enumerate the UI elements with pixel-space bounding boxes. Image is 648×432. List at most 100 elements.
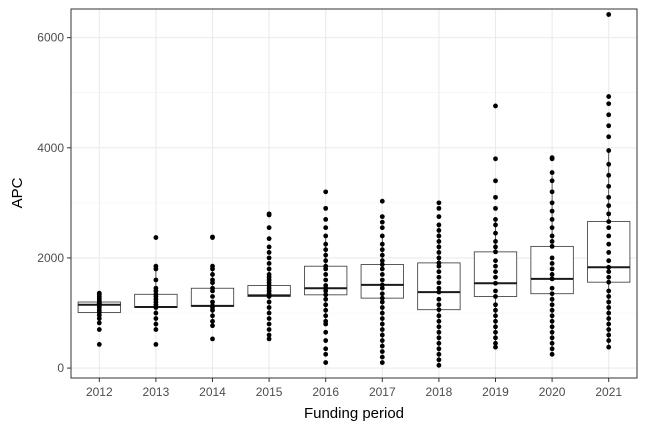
data-point <box>379 291 385 297</box>
data-point <box>153 327 159 332</box>
data-point <box>323 302 329 308</box>
data-point <box>549 324 555 330</box>
data-point <box>379 299 385 305</box>
data-point <box>436 357 442 363</box>
data-point <box>436 302 442 308</box>
data-point <box>323 346 329 352</box>
data-point <box>549 307 555 313</box>
data-point <box>266 261 272 266</box>
x-tick-label: 2021 <box>595 385 622 399</box>
data-point <box>379 233 385 239</box>
data-point <box>549 276 555 282</box>
data-point <box>606 203 612 209</box>
data-point <box>379 198 385 204</box>
data-point <box>436 228 442 233</box>
data-point <box>549 266 555 272</box>
data-point <box>549 208 555 214</box>
data-point <box>266 321 272 327</box>
data-point <box>549 200 555 206</box>
data-point <box>379 282 385 288</box>
data-point <box>493 263 498 269</box>
data-point <box>323 216 329 222</box>
data-point <box>493 230 498 236</box>
data-point <box>323 351 329 357</box>
data-point <box>549 285 555 291</box>
data-point <box>493 280 498 286</box>
data-point <box>379 316 385 321</box>
data-point <box>210 323 215 329</box>
data-point <box>436 289 442 295</box>
data-point <box>379 305 385 310</box>
data-point <box>606 279 612 285</box>
data-point <box>323 241 329 247</box>
data-point <box>210 299 215 305</box>
data-point <box>549 255 555 261</box>
data-point <box>153 263 159 269</box>
data-point <box>606 305 612 310</box>
data-point <box>436 250 442 255</box>
data-point <box>549 340 555 346</box>
data-point <box>379 310 385 316</box>
data-point <box>379 272 385 277</box>
x-tick-label: 2020 <box>539 385 566 399</box>
data-point <box>436 255 442 261</box>
x-tick-label: 2013 <box>143 385 170 399</box>
data-point <box>549 318 555 324</box>
data-point <box>323 189 329 195</box>
data-point <box>436 324 442 330</box>
data-point <box>493 340 498 346</box>
data-point <box>379 354 385 360</box>
y-axis-title: APC <box>9 177 26 208</box>
data-point <box>379 349 385 354</box>
data-point <box>493 178 498 184</box>
data-point <box>606 344 612 350</box>
data-point <box>493 205 498 211</box>
data-point <box>323 252 329 258</box>
data-point <box>606 101 612 107</box>
data-point <box>549 302 555 308</box>
data-point <box>210 294 215 299</box>
data-point <box>379 225 385 231</box>
data-point <box>606 148 612 153</box>
data-point <box>436 296 442 302</box>
data-point <box>323 329 329 335</box>
data-point <box>549 351 555 357</box>
data-point <box>493 274 498 280</box>
data-point <box>493 194 498 200</box>
data-point <box>266 305 272 310</box>
data-point <box>266 327 272 332</box>
data-point <box>549 296 555 302</box>
data-point <box>323 307 329 313</box>
data-point <box>549 239 555 244</box>
data-point <box>606 269 612 275</box>
data-point <box>210 336 215 342</box>
data-point <box>379 214 385 220</box>
data-point <box>436 307 442 313</box>
data-point <box>549 243 555 249</box>
data-point <box>153 235 159 240</box>
data-point <box>549 272 555 277</box>
data-point <box>493 288 498 294</box>
data-point <box>266 299 272 305</box>
y-tick-label: 4000 <box>37 141 64 155</box>
data-point <box>549 335 555 341</box>
data-point <box>493 335 498 341</box>
data-point <box>323 205 329 211</box>
data-point <box>379 219 385 225</box>
data-point <box>606 258 612 264</box>
data-point <box>436 239 442 244</box>
x-tick-label: 2016 <box>312 385 339 399</box>
data-point <box>606 134 612 140</box>
data-point <box>549 346 555 352</box>
data-point <box>606 183 612 189</box>
data-point <box>493 269 498 275</box>
data-point <box>266 225 272 231</box>
data-point <box>210 263 215 269</box>
data-point <box>96 290 102 296</box>
data-point <box>606 321 612 327</box>
data-point <box>436 280 442 286</box>
data-point <box>379 343 385 349</box>
data-point <box>549 170 555 175</box>
data-point <box>210 277 215 283</box>
